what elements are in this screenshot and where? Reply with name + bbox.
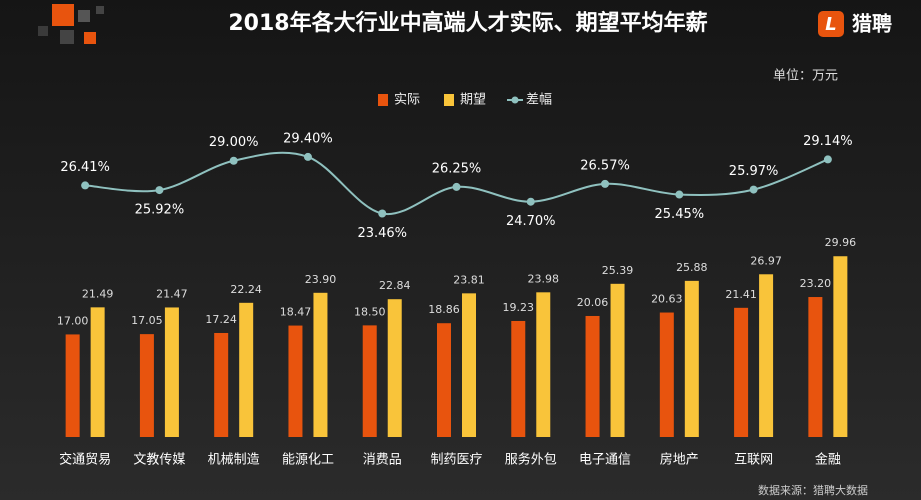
bar	[536, 292, 551, 437]
value-label: 21.49	[82, 287, 114, 300]
value-label: 25.45%	[655, 207, 705, 222]
bar	[659, 312, 674, 437]
value-label: 17.24	[205, 313, 237, 326]
chart-title: 2018年各大行业中高端人才实际、期望平均年薪	[228, 10, 707, 36]
decor-cubes	[38, 4, 104, 44]
bar	[164, 307, 179, 437]
value-label: 17.05	[131, 314, 163, 327]
bar	[313, 292, 328, 437]
bar	[90, 307, 105, 437]
value-label: 25.88	[676, 261, 708, 274]
brand-icon-bg	[818, 11, 844, 37]
value-label: 26.41%	[60, 160, 110, 175]
bar	[387, 299, 402, 437]
line-point	[303, 152, 312, 161]
value-label: 29.14%	[803, 134, 853, 149]
bar	[437, 323, 451, 437]
x-tick-label: 文教传媒	[133, 452, 185, 468]
bar	[585, 315, 600, 437]
value-label: 18.47	[280, 306, 312, 319]
legend-label: 实际	[394, 93, 420, 108]
x-tick-label: 消费品	[363, 453, 402, 468]
bar	[65, 334, 80, 437]
line-point	[155, 186, 164, 195]
legend-label: 期望	[460, 92, 486, 108]
bar	[362, 325, 377, 437]
value-label: 23.90	[305, 273, 337, 286]
bar	[734, 307, 749, 437]
value-label: 26.25%	[432, 161, 482, 176]
x-tick-label: 制药医疗	[430, 453, 482, 468]
bar	[833, 256, 848, 437]
value-label: 25.39	[602, 264, 634, 277]
x-tick-label: 机械制造	[208, 453, 260, 468]
bar	[808, 297, 823, 437]
bar	[462, 293, 476, 437]
line-point	[823, 155, 832, 164]
source: 数据来源：猎聘大数据	[758, 483, 868, 497]
bar	[610, 283, 625, 437]
value-label: 29.96	[825, 236, 857, 249]
value-label: 20.06	[577, 296, 609, 309]
value-label: 21.41	[725, 288, 757, 301]
value-label: 19.23	[503, 301, 535, 314]
value-label: 20.63	[651, 293, 683, 306]
value-label: 24.70%	[506, 214, 556, 229]
bar	[511, 320, 526, 437]
line-point	[452, 182, 461, 191]
value-label: 29.40%	[283, 131, 333, 146]
value-label: 23.20	[800, 277, 832, 290]
value-label: 23.98	[528, 272, 560, 285]
value-label: 22.24	[230, 283, 262, 296]
unit: 单位：万元	[773, 69, 838, 84]
bar	[139, 334, 154, 437]
bar	[288, 325, 303, 437]
line-point	[675, 190, 684, 199]
value-label: 18.50	[354, 305, 386, 318]
bar	[684, 280, 699, 437]
value-label: 29.00%	[209, 135, 259, 150]
line-point	[526, 197, 535, 206]
legend: 实际 期望 差幅	[378, 92, 552, 108]
line	[85, 151, 829, 216]
bar	[759, 274, 774, 437]
value-label: 23.46%	[357, 226, 407, 241]
x-tick-label: 房地产	[660, 452, 699, 468]
brand: 猎聘	[852, 12, 892, 36]
line-point	[378, 209, 387, 218]
value-label: 25.92%	[135, 203, 185, 218]
x-tick-label: 电子通信	[579, 453, 631, 468]
value-label: 22.84	[379, 279, 411, 292]
legend-swatch	[444, 94, 454, 106]
x-tick-label: 交通贸易	[59, 452, 111, 468]
line-point	[229, 156, 238, 165]
x-tick-label: 金融	[815, 452, 841, 468]
bar	[214, 332, 229, 437]
legend-label: 差幅	[526, 93, 552, 108]
line-point	[601, 179, 610, 188]
value-label: 23.81	[453, 273, 485, 286]
legend-swatch	[511, 96, 519, 104]
value-label: 18.86	[428, 303, 460, 316]
value-label: 25.97%	[729, 164, 779, 179]
brand-icon: L	[825, 14, 836, 35]
x-tick-label: 能源化工	[282, 453, 334, 468]
value-label: 26.97	[750, 254, 782, 267]
value-label: 21.47	[156, 287, 188, 300]
x-tick-label: 互联网	[734, 453, 773, 468]
x-tick-label: 服务外包	[505, 452, 557, 468]
value-label: 26.57%	[580, 158, 630, 173]
legend-swatch	[378, 94, 388, 106]
bar	[239, 302, 254, 437]
line-point	[749, 185, 758, 194]
line-point	[81, 181, 90, 190]
value-label: 17.00	[57, 314, 89, 327]
plot: 交通贸易 文教传媒 机械制造 能源化工 消费品 制药医疗 服务外包 电子通信 房地产 互联网 金融 1…	[57, 131, 856, 467]
